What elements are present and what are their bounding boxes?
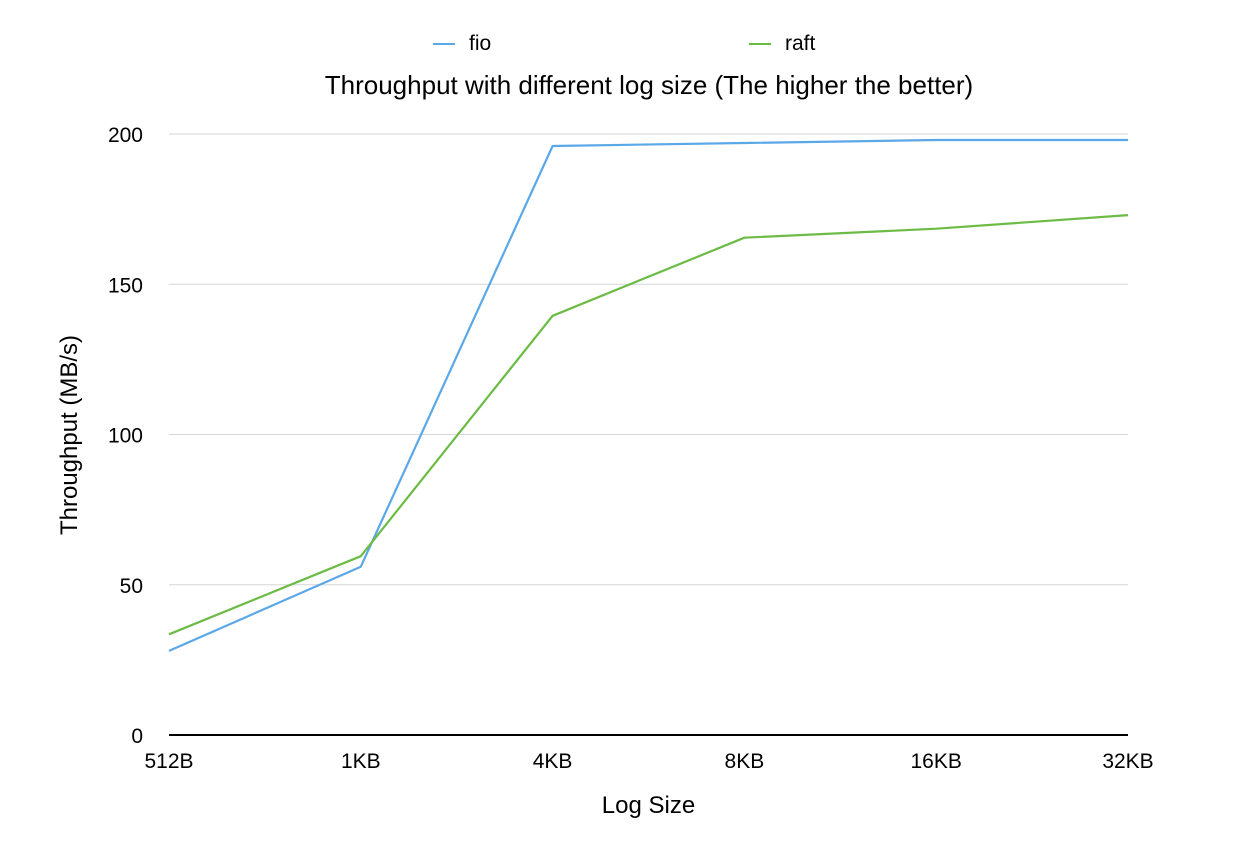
legend-item-raft: raft (749, 30, 815, 58)
y-tick-label: 150 (108, 274, 143, 297)
x-axis-ticks: 512B 1KB 4KB 8KB 16KB 32KB (144, 750, 1153, 773)
y-tick-label: 100 (108, 425, 143, 448)
x-tick-label: 8KB (725, 750, 765, 773)
series-lines (168, 138, 1129, 652)
legend-label-fio: fio (469, 32, 492, 55)
y-axis-title: Throughput (MB/s) (56, 335, 83, 535)
y-axis-ticks: 0 50 100 150 200 (108, 124, 143, 748)
x-tick-label: 32KB (1102, 750, 1153, 773)
legend-item-fio: fio (433, 30, 491, 58)
y-tick-label: 200 (108, 124, 143, 147)
y-tick-label: 0 (131, 725, 143, 748)
x-tick-label: 16KB (911, 750, 962, 773)
x-tick-label: 4KB (533, 750, 573, 773)
x-axis-title: Log Size (602, 792, 695, 819)
x-tick-label: 1KB (341, 750, 381, 773)
legend-label-raft: raft (785, 32, 816, 55)
chart-title: Throughput with different log size (The … (324, 70, 974, 100)
legend-swatch-raft (749, 43, 771, 45)
series-line-fio (168, 138, 1128, 652)
y-tick-label: 50 (120, 575, 143, 598)
series-line-raft (168, 214, 1129, 636)
legend-swatch-fio (433, 43, 455, 45)
gridlines (169, 133, 1128, 586)
x-tick-label: 512B (144, 750, 193, 773)
